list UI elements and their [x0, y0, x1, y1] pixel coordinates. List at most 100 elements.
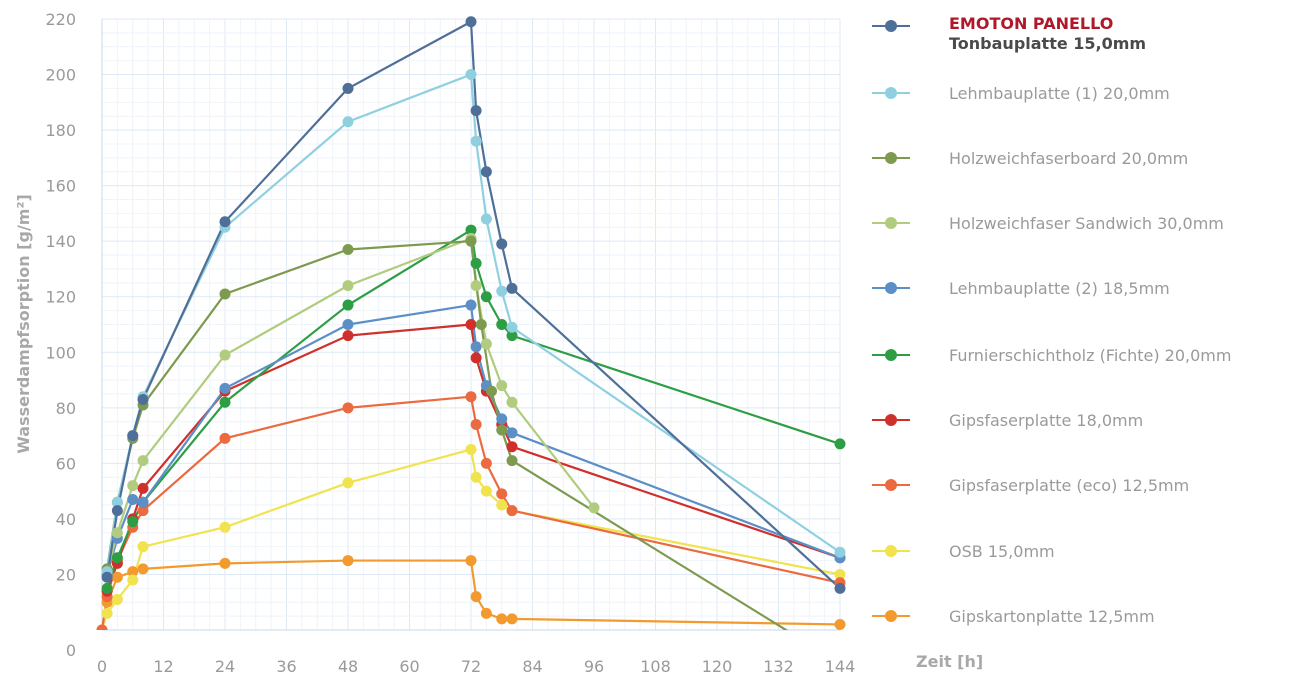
data-point [342, 299, 354, 311]
data-point [219, 382, 231, 394]
y-tick-label: 100 [45, 343, 76, 362]
legend-swatch [868, 276, 914, 300]
data-point [465, 235, 477, 247]
legend-item: Lehmbauplatte (1) 20,0mm [868, 81, 1170, 105]
data-point [219, 521, 231, 533]
data-point [480, 338, 492, 350]
data-point [111, 496, 123, 508]
data-point [506, 505, 518, 517]
data-point [465, 224, 477, 236]
x-axis-title: Zeit [h] [916, 652, 984, 671]
data-point [219, 432, 231, 444]
x-tick-label: 84 [522, 657, 542, 676]
y-tick-label: 120 [45, 288, 76, 307]
data-point [342, 330, 354, 342]
legend-swatch [868, 473, 914, 497]
legend-label: Gipskartonplatte 12,5mm [949, 606, 1155, 626]
data-point [101, 607, 113, 619]
data-point [342, 280, 354, 292]
x-tick-label: 120 [702, 657, 733, 676]
x-tick-label: 96 [584, 657, 604, 676]
data-point [496, 499, 508, 511]
data-point [219, 396, 231, 408]
data-point [342, 319, 354, 330]
legend-label: OSB 15,0mm [949, 541, 1055, 561]
legend-item: Gipsfaserplatte (eco) 12,5mm [868, 473, 1189, 497]
data-point [834, 546, 846, 558]
legend-swatch [868, 343, 914, 367]
x-tick-label: 36 [276, 657, 296, 676]
data-point [496, 613, 508, 625]
data-point [127, 516, 139, 528]
data-point [219, 349, 231, 361]
y-tick-label: 140 [45, 232, 76, 251]
data-point [480, 485, 492, 497]
data-point [137, 393, 149, 405]
data-point [111, 593, 123, 605]
data-point [470, 352, 482, 364]
data-point [137, 563, 149, 575]
data-point [470, 591, 482, 603]
legend-swatch [868, 604, 914, 628]
data-point [506, 455, 518, 467]
data-point [137, 541, 149, 553]
legend-item: OSB 15,0mm [868, 539, 1055, 563]
data-point [480, 607, 492, 619]
x-tick-label: 60 [399, 657, 419, 676]
series-points [96, 16, 846, 630]
data-point [506, 330, 518, 342]
data-point [465, 555, 477, 567]
x-tick-label: 72 [461, 657, 481, 676]
legend-item: Lehmbauplatte (2) 18,5mm [868, 276, 1170, 300]
legend-item: Gipsfaserplatte 18,0mm [868, 408, 1143, 432]
data-point [342, 477, 354, 489]
x-tick-label: 24 [215, 657, 235, 676]
data-point [470, 257, 482, 269]
data-point [470, 471, 482, 483]
data-point [127, 430, 139, 442]
data-point [101, 571, 113, 583]
legend-swatch [868, 146, 914, 170]
data-point [475, 319, 487, 330]
y-tick-label: 80 [56, 399, 76, 418]
data-point [111, 505, 123, 517]
data-point [465, 391, 477, 403]
data-point [470, 280, 482, 292]
data-point [465, 319, 477, 330]
data-point [219, 288, 231, 300]
data-point [470, 105, 482, 117]
y-tick-label: 0 [66, 641, 76, 660]
legend-item: Gipskartonplatte 12,5mm [868, 604, 1155, 628]
data-point [137, 496, 149, 508]
data-point [137, 505, 149, 517]
data-point [470, 341, 482, 353]
data-point [506, 613, 518, 625]
data-point [219, 216, 231, 228]
x-axis-ticks: 0 12 24 36 48 60 72 84 96 108 120 132 144 [97, 657, 855, 676]
data-point [496, 319, 508, 330]
data-point [496, 488, 508, 500]
legend-item [868, 14, 914, 38]
y-tick-label: 200 [45, 66, 76, 85]
line-chart: 0 12 24 36 48 60 72 84 96 108 120 132 144 0 20 40 60 80 1… [14, 10, 855, 676]
data-point [127, 493, 139, 505]
legend-swatch [868, 408, 914, 432]
data-point [834, 568, 846, 580]
legend-label: Gipsfaserplatte (eco) 12,5mm [949, 475, 1190, 495]
y-axis-title: Wasserdampfsorption [g/m²] [14, 194, 33, 454]
legend-brand: EMOTON PANELLO Tonbauplatte 15,0mm [949, 14, 1146, 54]
data-point [506, 427, 518, 439]
data-point [480, 166, 492, 178]
data-point [219, 557, 231, 569]
data-point [506, 321, 518, 333]
chart-grid [101, 18, 841, 631]
x-tick-label: 12 [153, 657, 173, 676]
legend-label: Lehmbauplatte (1) 20,0mm [949, 83, 1170, 103]
legend-item: Holzweichfaserboard 20,0mm [868, 146, 1188, 170]
data-point [127, 566, 139, 578]
data-point [834, 618, 846, 630]
data-point [137, 482, 149, 494]
y-tick-label: 160 [45, 177, 76, 196]
y-tick-label: 40 [56, 510, 76, 529]
legend-label: Furnierschichtholz (Fichte) 20,0mm [949, 345, 1232, 365]
